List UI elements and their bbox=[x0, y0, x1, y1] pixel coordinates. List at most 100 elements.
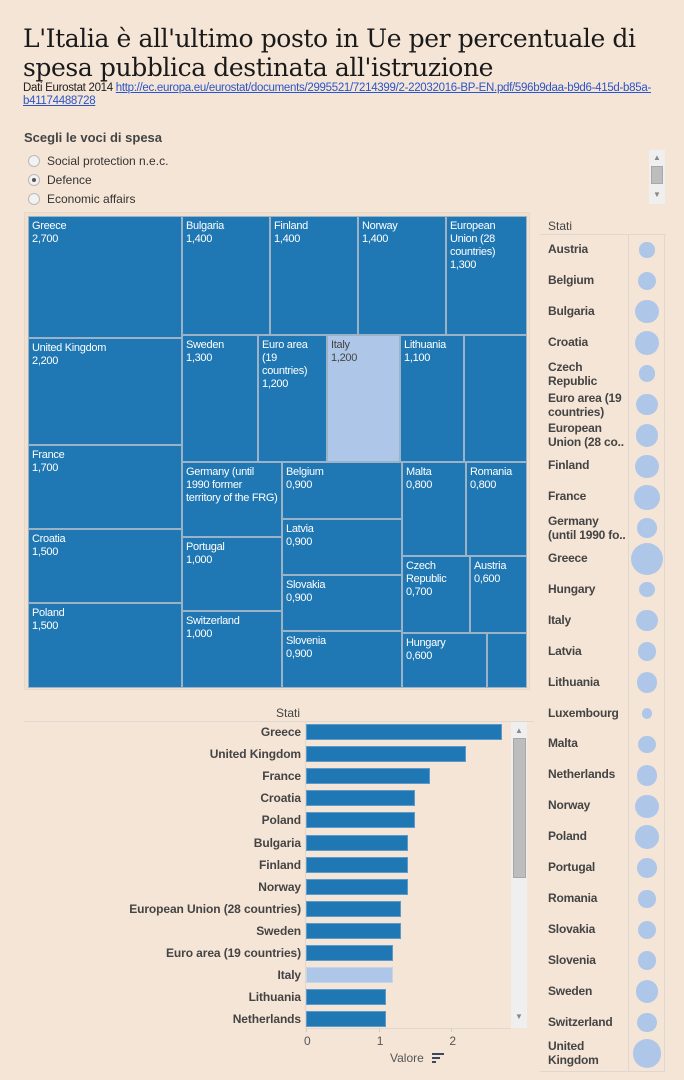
scroll-up-icon[interactable]: ▲ bbox=[653, 153, 661, 162]
treemap-tile[interactable]: Czech Republic 0,700 bbox=[402, 556, 470, 633]
bar[interactable] bbox=[306, 790, 416, 807]
treemap-tile[interactable]: Lithuania 1,100 bbox=[400, 335, 464, 462]
treemap-tile[interactable]: Euro area (19 countries) 1,200 bbox=[258, 335, 327, 462]
treemap-tile[interactable]: Switzerland 1,000 bbox=[182, 611, 282, 688]
bubble-mark[interactable] bbox=[637, 951, 657, 970]
bubble-mark[interactable] bbox=[636, 672, 658, 693]
treemap-tile[interactable]: Italy 1,200 bbox=[327, 335, 400, 462]
bubble-mark[interactable] bbox=[641, 708, 653, 719]
radio-button[interactable] bbox=[28, 154, 40, 167]
treemap-tile[interactable]: Bulgaria 1,400 bbox=[182, 216, 270, 335]
treemap-tile[interactable]: France 1,700 bbox=[28, 445, 182, 529]
bubble-mark[interactable] bbox=[635, 980, 659, 1003]
sort-icon[interactable] bbox=[432, 1053, 444, 1065]
bubble-mark[interactable] bbox=[635, 330, 659, 355]
treemap-tile[interactable] bbox=[464, 335, 527, 462]
bubble-label: Portugal bbox=[548, 860, 596, 874]
bar[interactable] bbox=[306, 945, 394, 961]
treemap-tile[interactable]: Croatia 1,500 bbox=[28, 529, 182, 603]
bar-chart-scrollbar[interactable]: ▲ ▼ bbox=[511, 722, 527, 1028]
bar[interactable] bbox=[306, 967, 394, 984]
bubble-mark[interactable] bbox=[637, 642, 657, 661]
bar[interactable] bbox=[306, 768, 430, 785]
treemap-tile[interactable]: Hungary 0,600 bbox=[402, 633, 487, 688]
treemap-tile[interactable]: Sweden 1,300 bbox=[182, 335, 258, 462]
bubble-mark[interactable] bbox=[637, 1012, 657, 1033]
scroll-up-icon[interactable]: ▲ bbox=[515, 726, 523, 735]
bubble-mark[interactable] bbox=[639, 582, 655, 598]
treemap-tile[interactable]: Portugal 1,000 bbox=[182, 537, 282, 611]
bubble-mark[interactable] bbox=[632, 1038, 662, 1068]
treemap-tile[interactable]: Romania 0,800 bbox=[466, 462, 527, 556]
bar[interactable] bbox=[306, 878, 408, 895]
source-link[interactable]: http://ec.europa.eu/eurostat/documents/2… bbox=[23, 82, 651, 107]
treemap-tile[interactable]: Germany (until 1990 former territory of … bbox=[182, 462, 282, 537]
treemap-tile[interactable]: Malta 0,800 bbox=[402, 462, 466, 556]
bubble-mark[interactable] bbox=[635, 825, 659, 850]
treemap-tile[interactable]: Greece 2,700 bbox=[28, 216, 182, 338]
bubble-mark[interactable] bbox=[636, 610, 658, 632]
bubble-mark[interactable] bbox=[636, 765, 658, 786]
scroll-thumb[interactable] bbox=[651, 166, 663, 184]
bubble-mark[interactable] bbox=[636, 393, 658, 416]
bar-category-label: Bulgaria bbox=[253, 835, 301, 850]
bubble-mark[interactable] bbox=[638, 365, 656, 382]
bubble-mark[interactable] bbox=[637, 858, 657, 878]
tile-label: Germany (until 1990 former territory of … bbox=[186, 466, 278, 504]
tile-value: 1,700 bbox=[32, 462, 59, 474]
bar[interactable] bbox=[306, 989, 386, 1006]
bubble-mark[interactable] bbox=[637, 518, 657, 538]
treemap-tile[interactable]: Slovakia 0,900 bbox=[282, 575, 402, 631]
tile-value: 0,900 bbox=[286, 479, 313, 491]
tile-value: 1,500 bbox=[32, 620, 59, 632]
treemap-tile[interactable]: Latvia 0,900 bbox=[282, 519, 402, 575]
radio-button[interactable] bbox=[28, 192, 40, 205]
treemap-tile[interactable] bbox=[487, 633, 527, 688]
bubble-mark[interactable] bbox=[631, 543, 663, 575]
bubble-label: Poland bbox=[548, 829, 587, 844]
bubble-mark[interactable] bbox=[638, 735, 656, 754]
filter-option-economic-affairs[interactable]: Economic affairs bbox=[28, 189, 168, 208]
bar[interactable] bbox=[306, 922, 401, 939]
treemap-tile[interactable]: Norway 1,400 bbox=[358, 216, 446, 335]
bar[interactable] bbox=[306, 1011, 386, 1028]
x-tick-label: 2 bbox=[449, 1034, 457, 1048]
filter-option-label: Economic affairs bbox=[47, 191, 136, 206]
treemap-tile[interactable]: Poland 1,500 bbox=[28, 603, 182, 688]
bar[interactable] bbox=[306, 746, 466, 763]
bubble-mark[interactable] bbox=[635, 424, 659, 447]
treemap-chart: Greece 2,700 United Kingdom 2,200 France 1,70… bbox=[24, 212, 530, 690]
bubble-mark[interactable] bbox=[635, 300, 659, 324]
bar[interactable] bbox=[306, 900, 401, 917]
tile-value: 1,000 bbox=[186, 628, 213, 640]
x-tick-label: 1 bbox=[376, 1034, 384, 1048]
treemap-tile[interactable]: Slovenia 0,900 bbox=[282, 631, 402, 688]
treemap-tile[interactable]: United Kingdom 2,200 bbox=[28, 338, 182, 445]
bubble-mark[interactable] bbox=[638, 890, 656, 908]
filter-scrollbar[interactable]: ▲ ▼ bbox=[649, 150, 665, 204]
filter-option-social-protection[interactable]: Social protection n.e.c. bbox=[28, 151, 168, 170]
treemap-tile[interactable]: Austria 0,600 bbox=[470, 556, 527, 633]
filter-option-defence[interactable]: Defence bbox=[28, 170, 168, 189]
bubble-mark[interactable] bbox=[635, 794, 659, 818]
scroll-thumb[interactable] bbox=[513, 738, 526, 878]
radio-button-selected[interactable] bbox=[28, 173, 40, 186]
bar[interactable] bbox=[306, 724, 503, 740]
bubble-mark[interactable] bbox=[639, 242, 655, 258]
treemap-tile[interactable]: Finland 1,400 bbox=[270, 216, 358, 335]
scroll-down-icon[interactable]: ▼ bbox=[653, 190, 661, 199]
tile-value: 1,000 bbox=[186, 554, 213, 566]
treemap-tile[interactable]: European Union (28 countries) 1,300 bbox=[446, 216, 527, 335]
bubble-mark[interactable] bbox=[635, 454, 659, 478]
bubble-mark[interactable] bbox=[637, 920, 657, 940]
bar[interactable] bbox=[306, 856, 408, 873]
tile-value: 0,900 bbox=[286, 536, 313, 548]
x-axis-title: Valore bbox=[390, 1051, 424, 1065]
bar[interactable] bbox=[306, 812, 416, 829]
bubble-label: Germany (until 1990 fo.. bbox=[548, 514, 626, 543]
treemap-tile[interactable]: Belgium 0,900 bbox=[282, 462, 402, 519]
bubble-mark[interactable] bbox=[637, 271, 657, 291]
scroll-down-icon[interactable]: ▼ bbox=[515, 1012, 523, 1021]
bar[interactable] bbox=[306, 834, 408, 851]
bubble-mark[interactable] bbox=[634, 484, 660, 510]
